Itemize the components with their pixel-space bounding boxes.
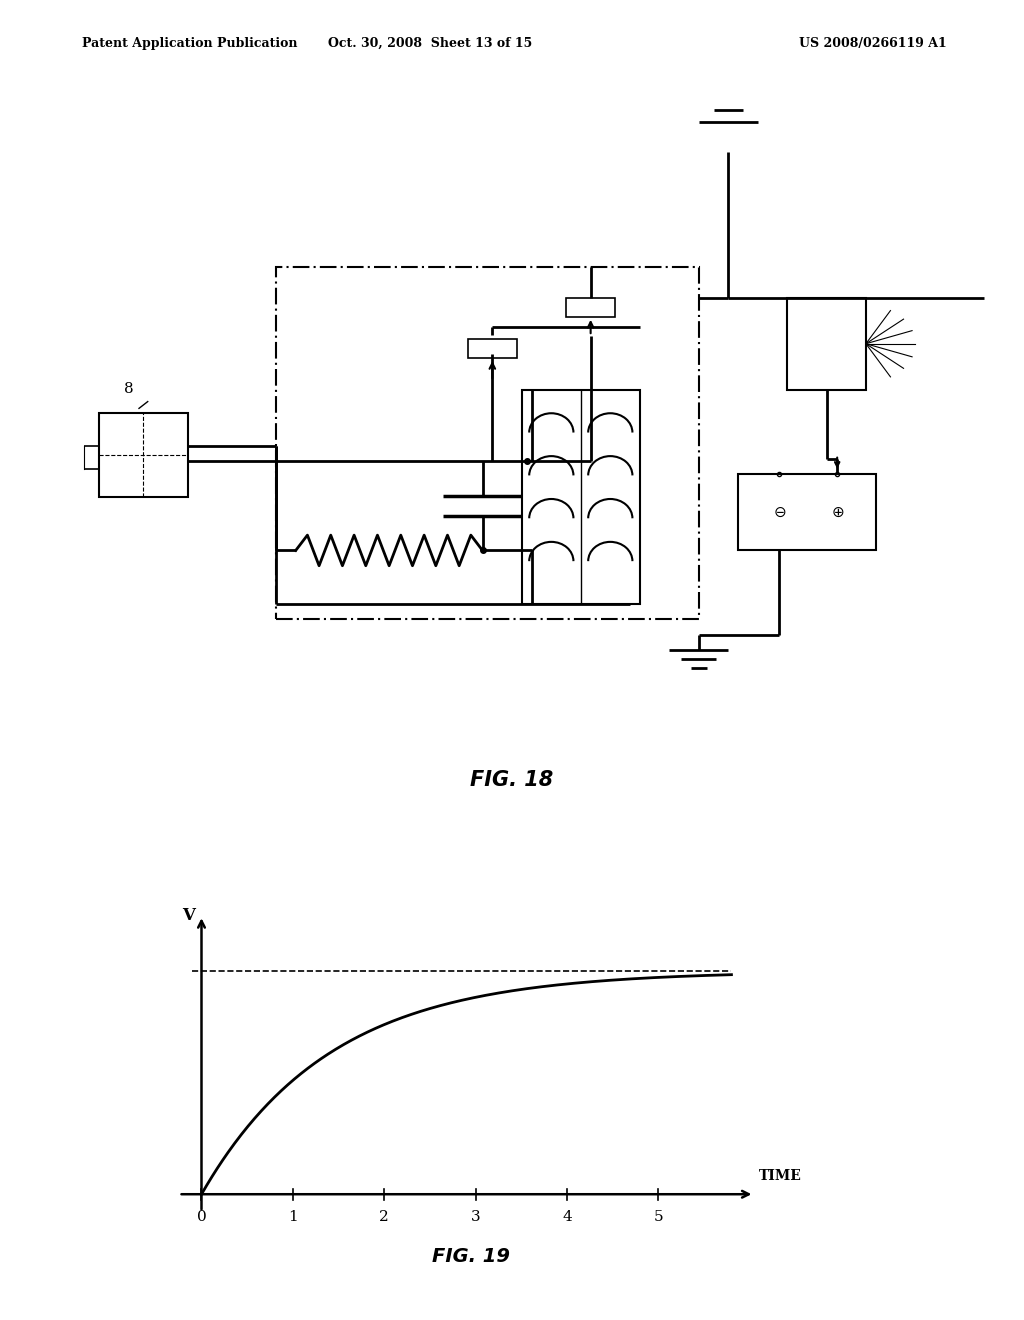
Text: 5: 5 bbox=[653, 1210, 664, 1224]
Text: Oct. 30, 2008  Sheet 13 of 15: Oct. 30, 2008 Sheet 13 of 15 bbox=[328, 37, 532, 50]
Text: 0: 0 bbox=[197, 1210, 207, 1224]
Text: 1: 1 bbox=[288, 1210, 298, 1224]
Text: 8: 8 bbox=[124, 383, 133, 396]
Text: FIG. 18: FIG. 18 bbox=[470, 770, 554, 791]
Text: $\oplus$: $\oplus$ bbox=[830, 504, 844, 520]
Bar bbox=[99, 413, 187, 496]
Text: US 2008/0266119 A1: US 2008/0266119 A1 bbox=[799, 37, 946, 50]
Text: $\ominus$: $\ominus$ bbox=[773, 504, 786, 520]
Bar bbox=[468, 339, 517, 358]
Text: 2: 2 bbox=[379, 1210, 389, 1224]
Text: FIG. 19: FIG. 19 bbox=[432, 1247, 510, 1266]
Text: 4: 4 bbox=[562, 1210, 571, 1224]
Bar bbox=[566, 298, 615, 317]
Text: TIME: TIME bbox=[759, 1170, 802, 1183]
Bar bbox=[738, 474, 876, 550]
Bar bbox=[787, 298, 866, 389]
Bar bbox=[276, 267, 698, 619]
Bar bbox=[522, 389, 640, 605]
Text: Patent Application Publication: Patent Application Publication bbox=[82, 37, 297, 50]
Text: V: V bbox=[182, 907, 196, 924]
Text: 3: 3 bbox=[471, 1210, 480, 1224]
